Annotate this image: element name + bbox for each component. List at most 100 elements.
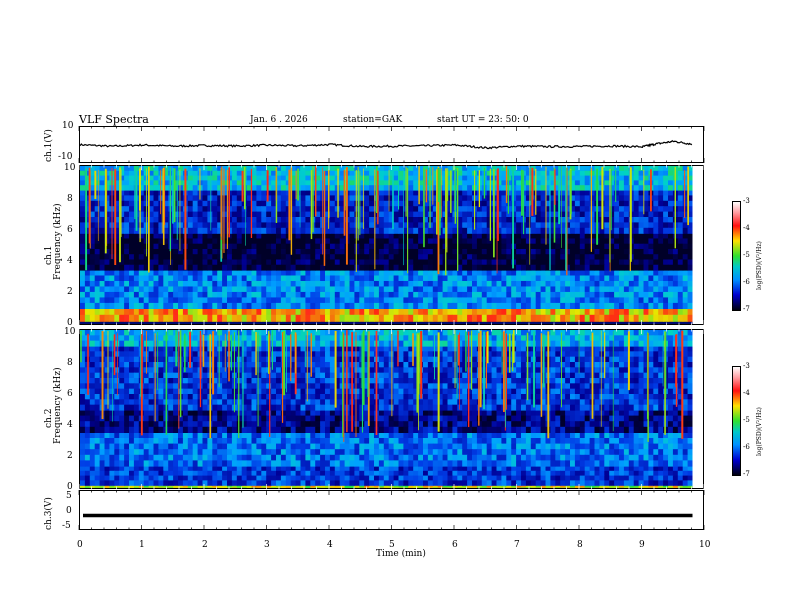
ch1-spectrogram-cell xyxy=(427,180,434,186)
ch1-spectrogram-cell xyxy=(413,166,419,172)
ch1-spectrogram-cell xyxy=(329,175,336,181)
ch1-spectrogram-cell xyxy=(178,195,184,202)
ch1-spectrogram-cell xyxy=(589,217,596,223)
ch2-spectrogram-cell xyxy=(182,443,189,450)
ch1-spectrogram-cell xyxy=(447,248,453,255)
ch1-spectrogram-cell xyxy=(408,227,414,234)
ch1-spectrogram-cell xyxy=(540,254,547,261)
ch1-spectrogram-cell xyxy=(143,280,150,288)
ch1-spectrogram-cell xyxy=(423,217,429,223)
ch1-spectrogram-cell xyxy=(369,264,375,271)
ch2-spectrogram-cell xyxy=(212,485,218,488)
ch2-spectrogram-cell xyxy=(119,475,125,481)
ch1-spectrogram-cell xyxy=(570,264,576,271)
ch1-spectrogram-cell xyxy=(516,211,522,218)
ch1-spectrogram-cell xyxy=(339,175,346,181)
ch1-spectrogram-cell xyxy=(231,243,238,250)
ch2-spectrogram-cell xyxy=(163,475,169,481)
ch2-spectrogram-cell xyxy=(300,470,306,477)
ch1-spectrogram-cell xyxy=(325,238,331,245)
ch2-spectrogram-cell xyxy=(80,475,86,481)
ch1-spectrogram-cell xyxy=(530,259,537,266)
ch1-spectrogram-cell xyxy=(545,308,551,316)
ch1-spectrogram-cell xyxy=(403,248,409,255)
ch1-spectrogram-cell xyxy=(231,275,238,282)
ch1-spectrogram-cell xyxy=(158,238,164,245)
ch1-spectrogram-cell xyxy=(437,254,444,261)
ch1-spectrogram-cell xyxy=(89,166,96,172)
ch1-spectrogram-cell xyxy=(84,280,91,288)
ch1-spectrogram-cell xyxy=(119,211,125,218)
ch2-spectrogram-cell xyxy=(276,443,282,450)
ch1-spectrogram-cell xyxy=(668,243,674,250)
ch1-spectrogram-cell xyxy=(476,217,483,223)
ch1-spectrogram-cell xyxy=(285,297,292,304)
ch1-spectrogram-cell xyxy=(315,254,321,261)
ch1-spectrogram-cell xyxy=(153,248,159,255)
ch1-spectrogram-cell xyxy=(143,259,150,266)
ch1-spectrogram-cell xyxy=(305,254,311,261)
ch2-spectrogram-cell xyxy=(124,480,130,486)
ch1-spectrogram-cell xyxy=(334,243,341,250)
ch1-spectrogram-cell xyxy=(271,195,277,202)
ch1-spectrogram-cell xyxy=(472,233,478,240)
ch1-spectrogram-cell xyxy=(609,211,615,218)
ch1-spectrogram-cell xyxy=(418,190,424,196)
ch1-spectrogram-cell xyxy=(594,264,600,271)
ch1-spectrogram-cell xyxy=(663,248,669,255)
ch1-spectrogram-cell xyxy=(364,180,370,186)
ch1-spectrogram-cell xyxy=(315,170,321,177)
ch1-spectrogram-cell xyxy=(560,222,566,229)
ch1-spectrogram-cell xyxy=(614,227,620,234)
ch1-spectrogram-cell xyxy=(413,248,419,255)
ch2-spectrogram-cell xyxy=(476,443,483,450)
ch1-spectrogram-cell xyxy=(236,238,243,245)
ch1-spectrogram-cell xyxy=(560,211,566,218)
ch1-spectrogram-cell xyxy=(148,308,155,316)
ch1-spectrogram-cell xyxy=(623,275,630,282)
ch1-spectrogram-cell xyxy=(104,200,110,207)
ch2-spectrogram-cell xyxy=(383,480,390,486)
ch2-spectrogram-cell xyxy=(271,470,277,477)
ch1-spectrogram-cell xyxy=(158,180,164,186)
ch2-spectrogram-cell xyxy=(89,475,96,481)
ch2-spectrogram-cell xyxy=(158,480,164,486)
ch1-spectrogram-cell xyxy=(202,314,208,322)
ch1-spectrogram-cell xyxy=(383,254,390,261)
ch1-spectrogram-cell xyxy=(124,190,130,196)
ch1-spectrogram-cell xyxy=(114,270,120,277)
ch1-spectrogram-cell xyxy=(393,200,400,207)
ch1-spectrogram-cell xyxy=(222,227,228,234)
ch1-spectrogram-cell xyxy=(231,217,238,223)
ch1-spectrogram-cell xyxy=(530,233,537,240)
ch1-spectrogram-cell xyxy=(84,190,91,196)
ch1-spectrogram-cell xyxy=(648,217,654,223)
ch1-spectrogram-cell xyxy=(197,291,204,299)
ch2-spectrogram-cell xyxy=(251,480,257,486)
ch2-spectrogram-cell xyxy=(423,438,429,445)
ch1-spectrogram-cell xyxy=(271,217,277,223)
ch2-spectrogram-cell xyxy=(496,485,502,488)
ch1-spectrogram-cell xyxy=(550,238,556,245)
ch1-spectrogram-cell xyxy=(658,233,664,240)
ch1-spectrogram-cell xyxy=(364,243,370,250)
ch1-spectrogram-cell xyxy=(663,254,669,261)
ch1-spectrogram-cell xyxy=(432,227,439,234)
ch2-spectrogram-cell xyxy=(300,449,306,456)
ch1-spectrogram-cell xyxy=(163,195,169,202)
ch1-spectrogram-cell xyxy=(374,291,380,299)
ch1-spectrogram-cell xyxy=(99,254,106,261)
ch1-spectrogram-cell xyxy=(476,254,483,261)
ch1-spectrogram-cell xyxy=(153,314,159,322)
ch1-spectrogram-cell xyxy=(197,206,204,213)
ch1-spectrogram-cell xyxy=(506,308,512,316)
ch2-spectrogram-cell xyxy=(236,438,243,445)
ch1-spectrogram-cell xyxy=(496,200,502,207)
ch2-spectrogram-cell xyxy=(315,470,321,477)
ch2-spectrogram-cell xyxy=(300,487,306,488)
ch1-spectrogram-cell xyxy=(530,222,537,229)
ch1-spectrogram-cell xyxy=(280,308,287,316)
ch1-spectrogram-cell xyxy=(570,195,576,202)
ch2-spectrogram-cell xyxy=(94,443,101,450)
ch1-spectrogram-cell xyxy=(271,254,277,261)
